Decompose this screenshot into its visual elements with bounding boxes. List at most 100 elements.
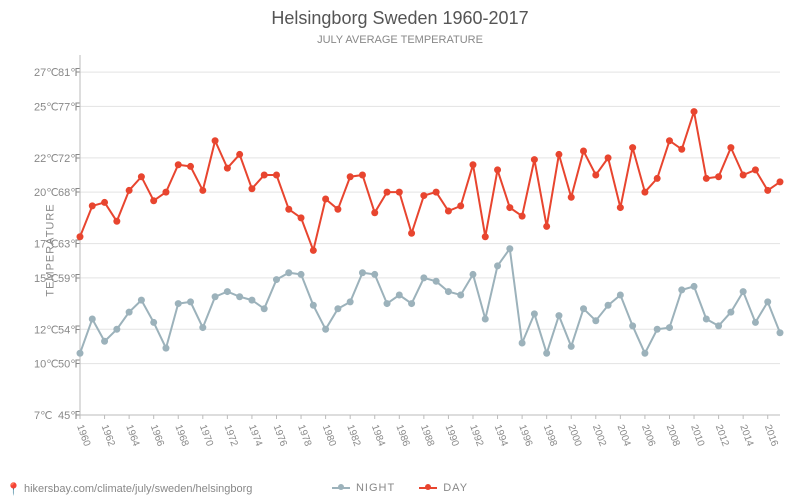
series-marker bbox=[150, 197, 157, 204]
xtick: 1998 bbox=[541, 423, 559, 448]
xtick: 1978 bbox=[295, 423, 313, 448]
series-marker bbox=[150, 319, 157, 326]
series-marker bbox=[175, 300, 182, 307]
series-marker bbox=[261, 305, 268, 312]
series-marker bbox=[322, 326, 329, 333]
series-marker bbox=[445, 208, 452, 215]
series-marker bbox=[777, 178, 784, 185]
xtick: 2010 bbox=[688, 423, 706, 448]
series-marker bbox=[543, 350, 550, 357]
xtick: 1970 bbox=[197, 423, 215, 448]
series-marker bbox=[482, 233, 489, 240]
ytick-c: 17℃ bbox=[34, 239, 59, 251]
series-marker bbox=[77, 350, 84, 357]
series-marker bbox=[396, 189, 403, 196]
xtick: 1960 bbox=[74, 423, 92, 448]
series-marker bbox=[77, 233, 84, 240]
xtick: 1964 bbox=[123, 423, 141, 448]
series-marker bbox=[727, 309, 734, 316]
series-marker bbox=[519, 340, 526, 347]
xtick: 1980 bbox=[320, 423, 338, 448]
series-marker bbox=[666, 137, 673, 144]
series-marker bbox=[298, 214, 305, 221]
xtick: 1976 bbox=[271, 423, 289, 448]
series-marker bbox=[568, 194, 575, 201]
ytick-c: 20℃ bbox=[34, 187, 59, 199]
legend-swatch-day bbox=[419, 487, 437, 489]
series-marker bbox=[187, 298, 194, 305]
ytick-c: 27℃ bbox=[34, 67, 59, 79]
series-marker bbox=[310, 302, 317, 309]
series-marker bbox=[740, 288, 747, 295]
series-marker bbox=[592, 317, 599, 324]
series-marker bbox=[101, 199, 108, 206]
series-marker bbox=[691, 283, 698, 290]
series-marker bbox=[224, 288, 231, 295]
series-marker bbox=[199, 187, 206, 194]
chart-svg: 7℃45℉10℃50℉12℃54℉15℃59℉17℃63℉20℃68℉22℃72… bbox=[0, 0, 800, 500]
series-marker bbox=[347, 298, 354, 305]
ytick-c: 25℃ bbox=[34, 101, 59, 113]
series-marker bbox=[310, 247, 317, 254]
series-marker bbox=[605, 302, 612, 309]
ytick-f: 68℉ bbox=[58, 187, 81, 199]
series-marker bbox=[199, 324, 206, 331]
source-url: hikersbay.com/climate/july/sweden/helsin… bbox=[24, 483, 252, 495]
xtick: 1990 bbox=[443, 423, 461, 448]
series-marker bbox=[715, 322, 722, 329]
series-marker bbox=[629, 322, 636, 329]
series-marker bbox=[519, 213, 526, 220]
xtick: 2006 bbox=[639, 423, 657, 448]
ytick-c: 12℃ bbox=[34, 324, 59, 336]
xtick: 2002 bbox=[590, 423, 608, 448]
series-marker bbox=[126, 187, 133, 194]
xtick: 2004 bbox=[615, 423, 633, 448]
xtick: 1984 bbox=[369, 423, 387, 448]
xtick: 1982 bbox=[344, 423, 362, 448]
series-marker bbox=[740, 172, 747, 179]
series-marker bbox=[543, 223, 550, 230]
chart-container: Helsingborg Sweden 1960-2017 JULY AVERAG… bbox=[0, 0, 800, 500]
series-marker bbox=[273, 276, 280, 283]
series-marker bbox=[654, 175, 661, 182]
series-marker bbox=[408, 300, 415, 307]
series-marker bbox=[101, 338, 108, 345]
ytick-c: 22℃ bbox=[34, 153, 59, 165]
legend-item-day: DAY bbox=[419, 482, 468, 494]
xtick: 1992 bbox=[467, 423, 485, 448]
series-marker bbox=[261, 172, 268, 179]
ytick-f: 63℉ bbox=[58, 239, 81, 251]
series-marker bbox=[248, 297, 255, 304]
series-marker bbox=[445, 288, 452, 295]
xtick: 1966 bbox=[148, 423, 166, 448]
series-marker bbox=[666, 324, 673, 331]
series-marker bbox=[777, 329, 784, 336]
series-marker bbox=[347, 173, 354, 180]
series-marker bbox=[494, 262, 501, 269]
series-marker bbox=[236, 151, 243, 158]
series-marker bbox=[298, 271, 305, 278]
series-marker bbox=[654, 326, 661, 333]
series-marker bbox=[703, 316, 710, 323]
ytick-f: 81℉ bbox=[58, 67, 81, 79]
xtick: 2014 bbox=[737, 423, 755, 448]
map-pin-icon: 📍 bbox=[6, 482, 21, 496]
source-attribution: 📍 hikersbay.com/climate/july/sweden/hels… bbox=[6, 482, 252, 496]
series-marker bbox=[555, 151, 562, 158]
series-marker bbox=[224, 165, 231, 172]
series-marker bbox=[617, 292, 624, 299]
series-marker bbox=[162, 345, 169, 352]
series-marker bbox=[334, 305, 341, 312]
series-marker bbox=[457, 202, 464, 209]
series-marker bbox=[691, 108, 698, 115]
series-marker bbox=[396, 292, 403, 299]
legend-item-night: NIGHT bbox=[332, 482, 395, 494]
xtick: 1994 bbox=[492, 423, 510, 448]
series-marker bbox=[555, 312, 562, 319]
legend-label-night: NIGHT bbox=[356, 482, 395, 494]
series-marker bbox=[506, 204, 513, 211]
series-marker bbox=[752, 166, 759, 173]
series-marker bbox=[212, 293, 219, 300]
series-marker bbox=[469, 271, 476, 278]
series-marker bbox=[531, 310, 538, 317]
